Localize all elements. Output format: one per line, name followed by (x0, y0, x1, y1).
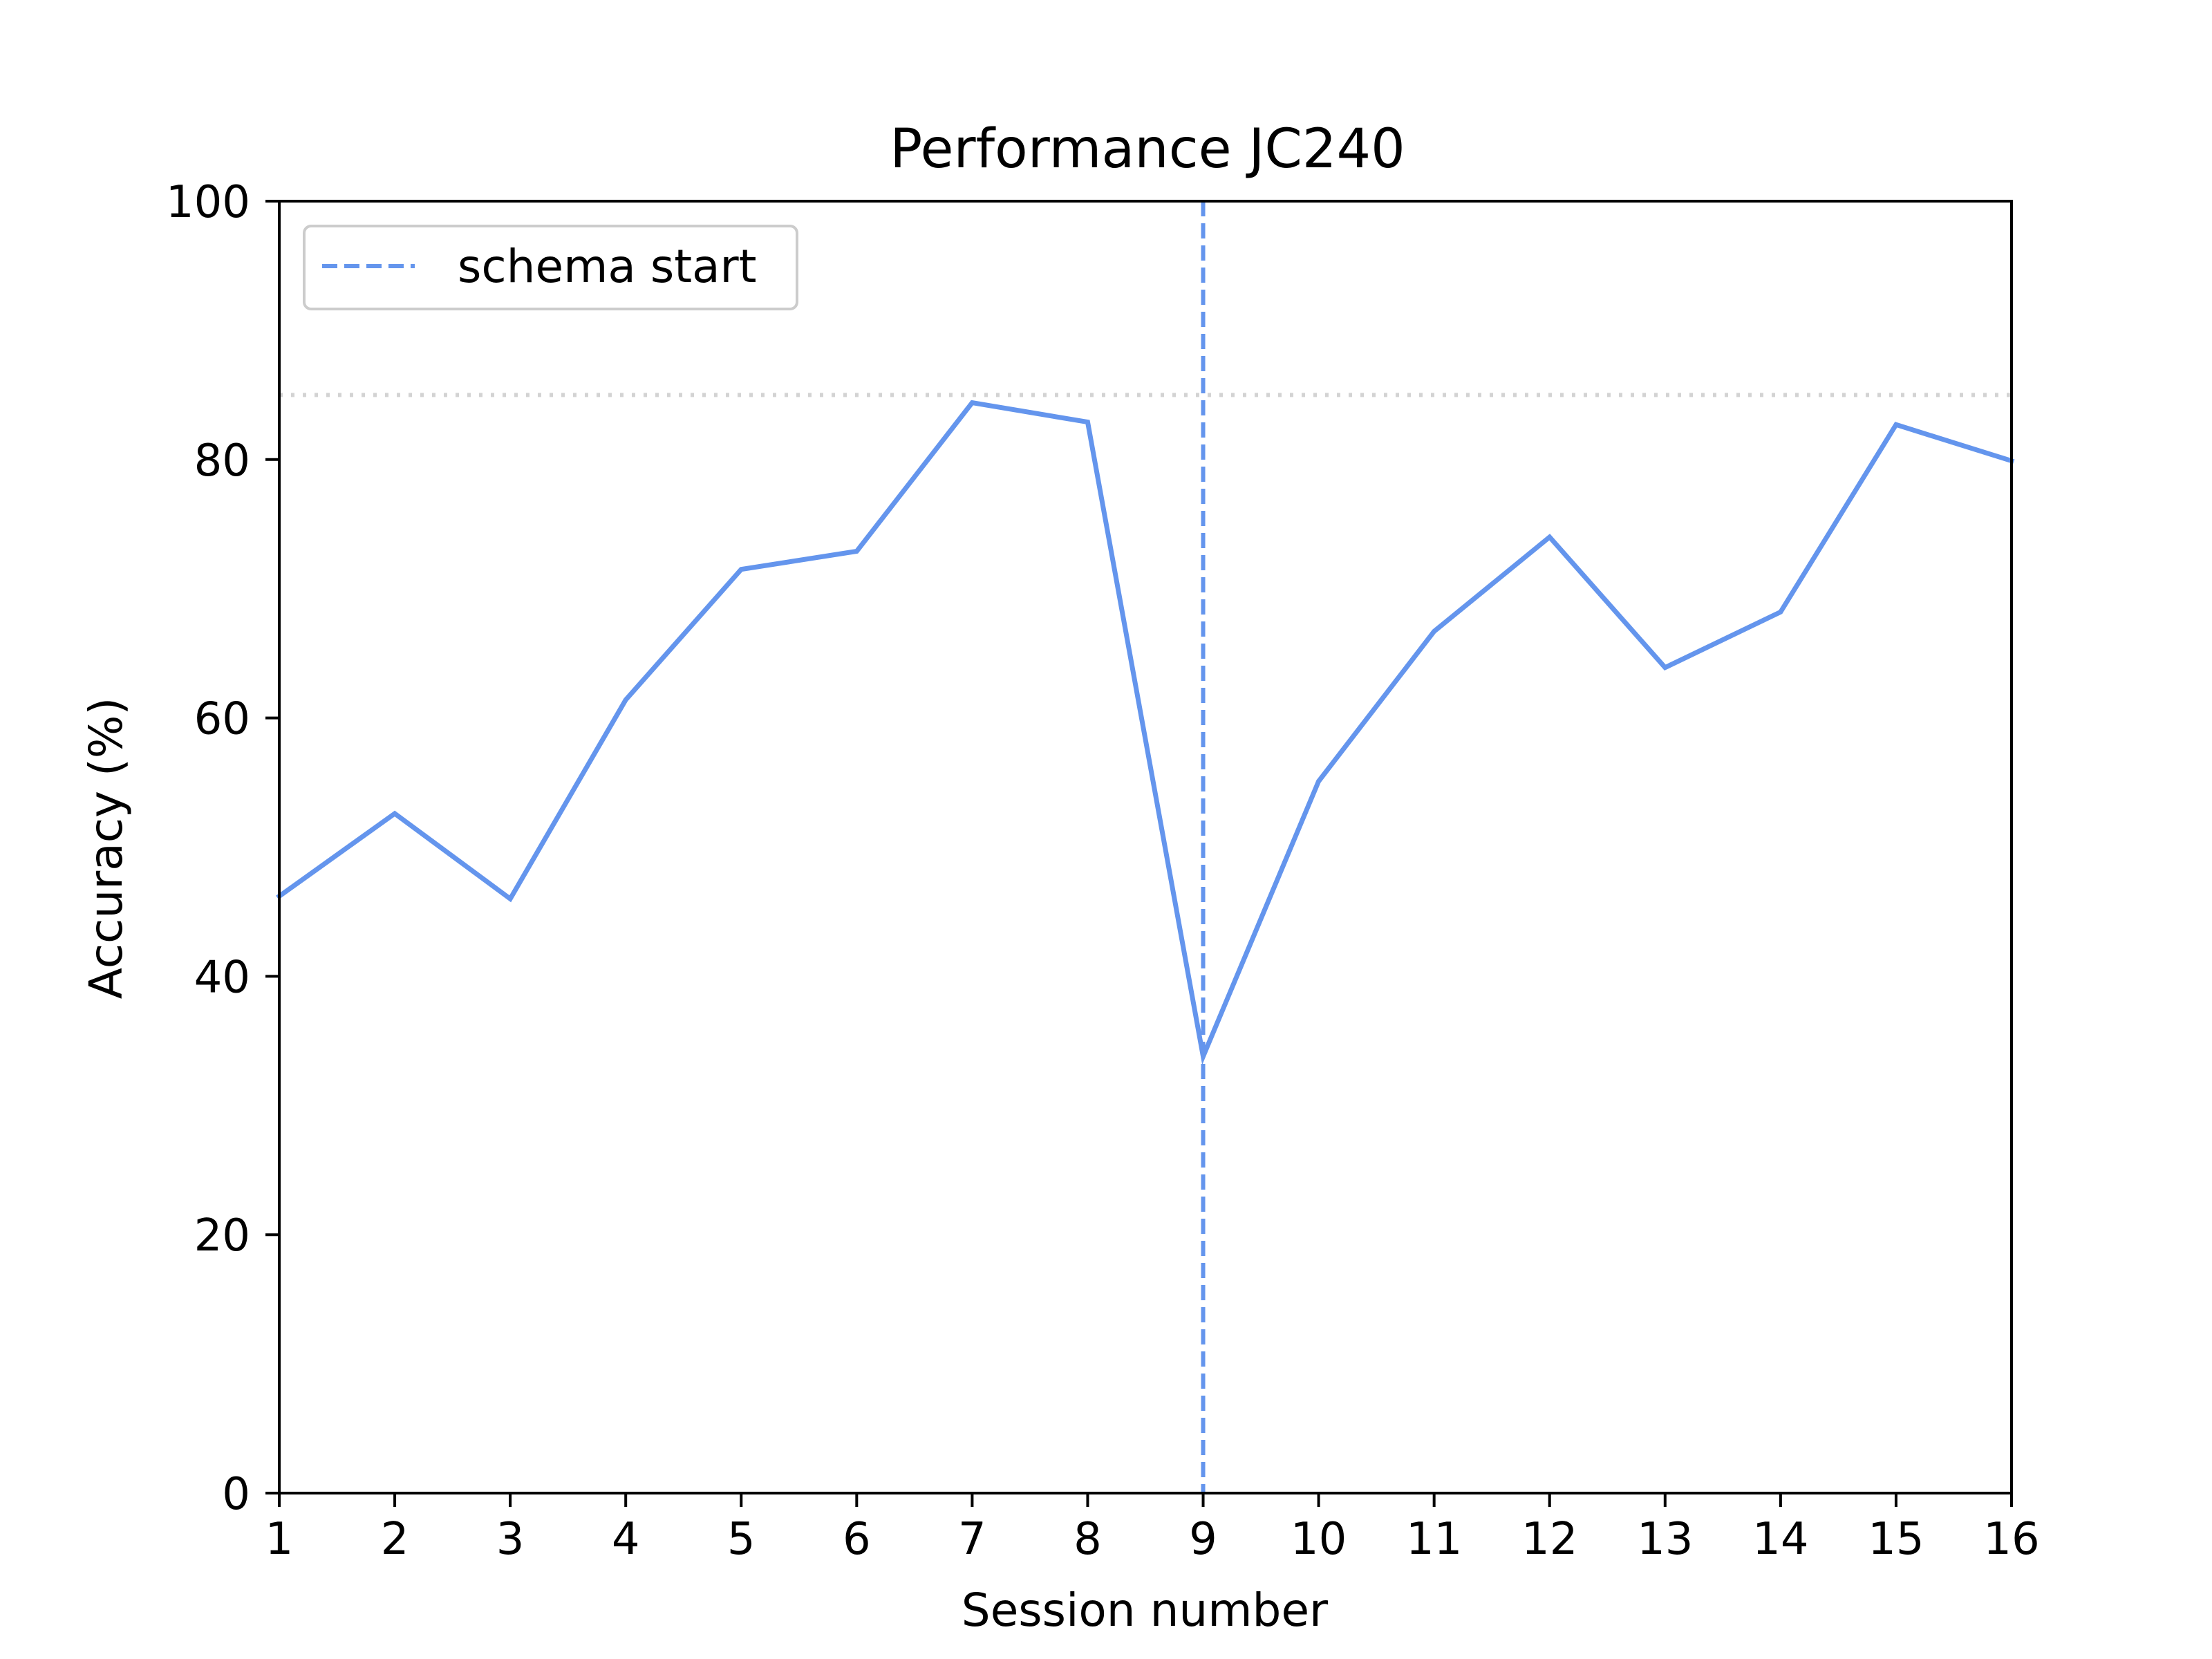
y-tick-label: 80 (194, 435, 250, 487)
x-tick-label: 1 (265, 1514, 294, 1565)
x-tick-label: 9 (1189, 1514, 1217, 1565)
plot-frame (278, 200, 2013, 1494)
x-tick-label: 5 (727, 1514, 756, 1565)
x-tick-label: 4 (612, 1514, 640, 1565)
x-tick-label: 8 (1074, 1514, 1102, 1565)
x-tick-label: 7 (958, 1514, 986, 1565)
x-tick-label: 13 (1637, 1514, 1693, 1565)
x-tick-label: 15 (1868, 1514, 1924, 1565)
y-tick-label: 0 (222, 1469, 250, 1520)
x-tick-label: 3 (496, 1514, 525, 1565)
x-tick-label: 6 (843, 1514, 871, 1565)
x-tick-label: 14 (1752, 1514, 1808, 1565)
x-tick-label: 11 (1406, 1514, 1462, 1565)
x-tick-label: 12 (1521, 1514, 1577, 1565)
y-tick-label: 20 (194, 1210, 250, 1262)
x-tick-label: 2 (381, 1514, 409, 1565)
x-axis-label: Session number (962, 1584, 1329, 1637)
y-tick-label: 60 (194, 694, 250, 745)
y-axis-label: Accuracy (%) (79, 697, 133, 1000)
x-tick-label: 10 (1291, 1514, 1347, 1565)
chart-title: Performance JC240 (890, 118, 1405, 180)
legend: schema start (303, 225, 798, 310)
x-tick-label: 16 (1983, 1514, 2039, 1565)
y-tick-label: 100 (166, 177, 250, 228)
y-tick-label: 40 (194, 952, 250, 1003)
series-line (276, 400, 2015, 1065)
legend-label-schema-start: schema start (458, 240, 757, 293)
legend-box (303, 225, 798, 310)
